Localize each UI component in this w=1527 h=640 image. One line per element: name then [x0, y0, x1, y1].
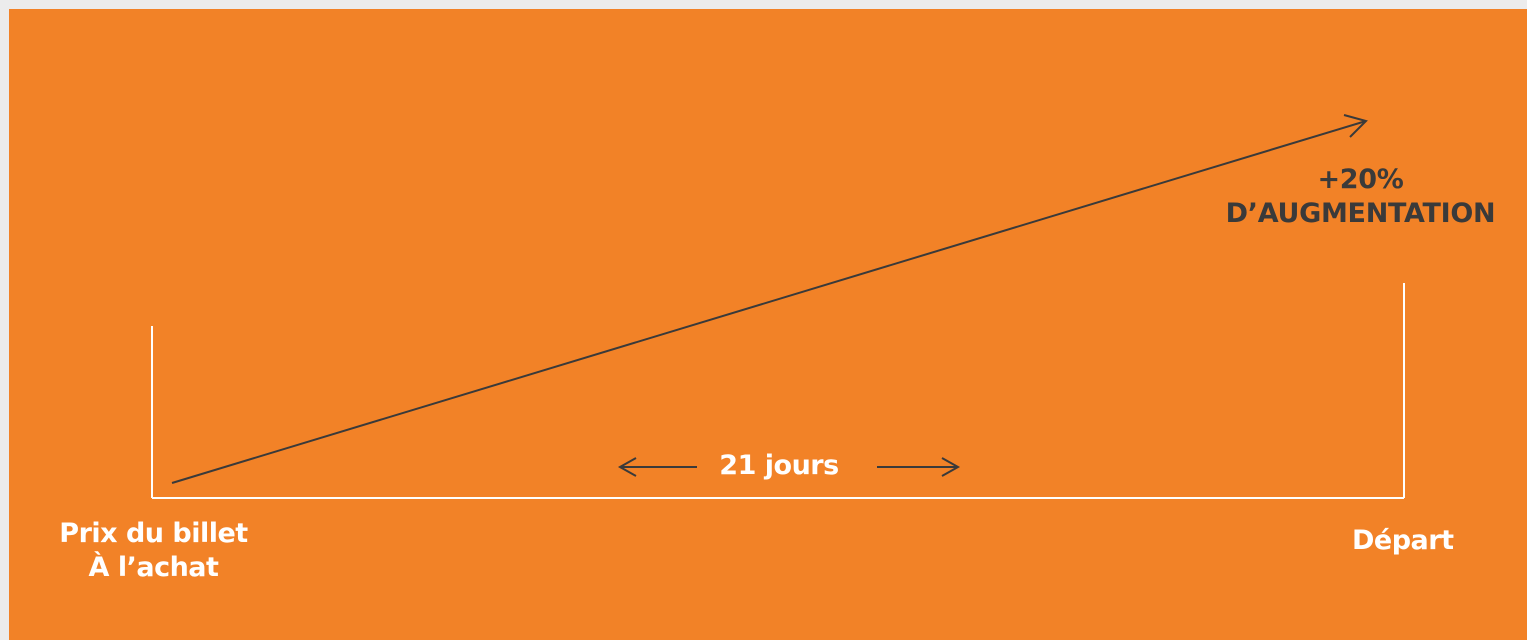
diagram-panel	[9, 9, 1527, 640]
start-label: Prix du billet À l’achat	[56, 517, 251, 585]
end-label: Départ	[1352, 525, 1454, 556]
duration-left-arrow	[617, 457, 697, 477]
start-label-line1: Prix du billet	[59, 518, 248, 549]
price-trend-arrow	[171, 114, 1368, 484]
duration-label: 21 jours	[719, 450, 839, 481]
increase-text: D’AUGMENTATION	[1225, 198, 1496, 229]
duration-right-arrow	[877, 457, 961, 477]
increase-percent: +20%	[1317, 164, 1404, 195]
increase-label: +20% D’AUGMENTATION	[1208, 163, 1513, 231]
start-label-line2: À l’achat	[88, 552, 219, 583]
